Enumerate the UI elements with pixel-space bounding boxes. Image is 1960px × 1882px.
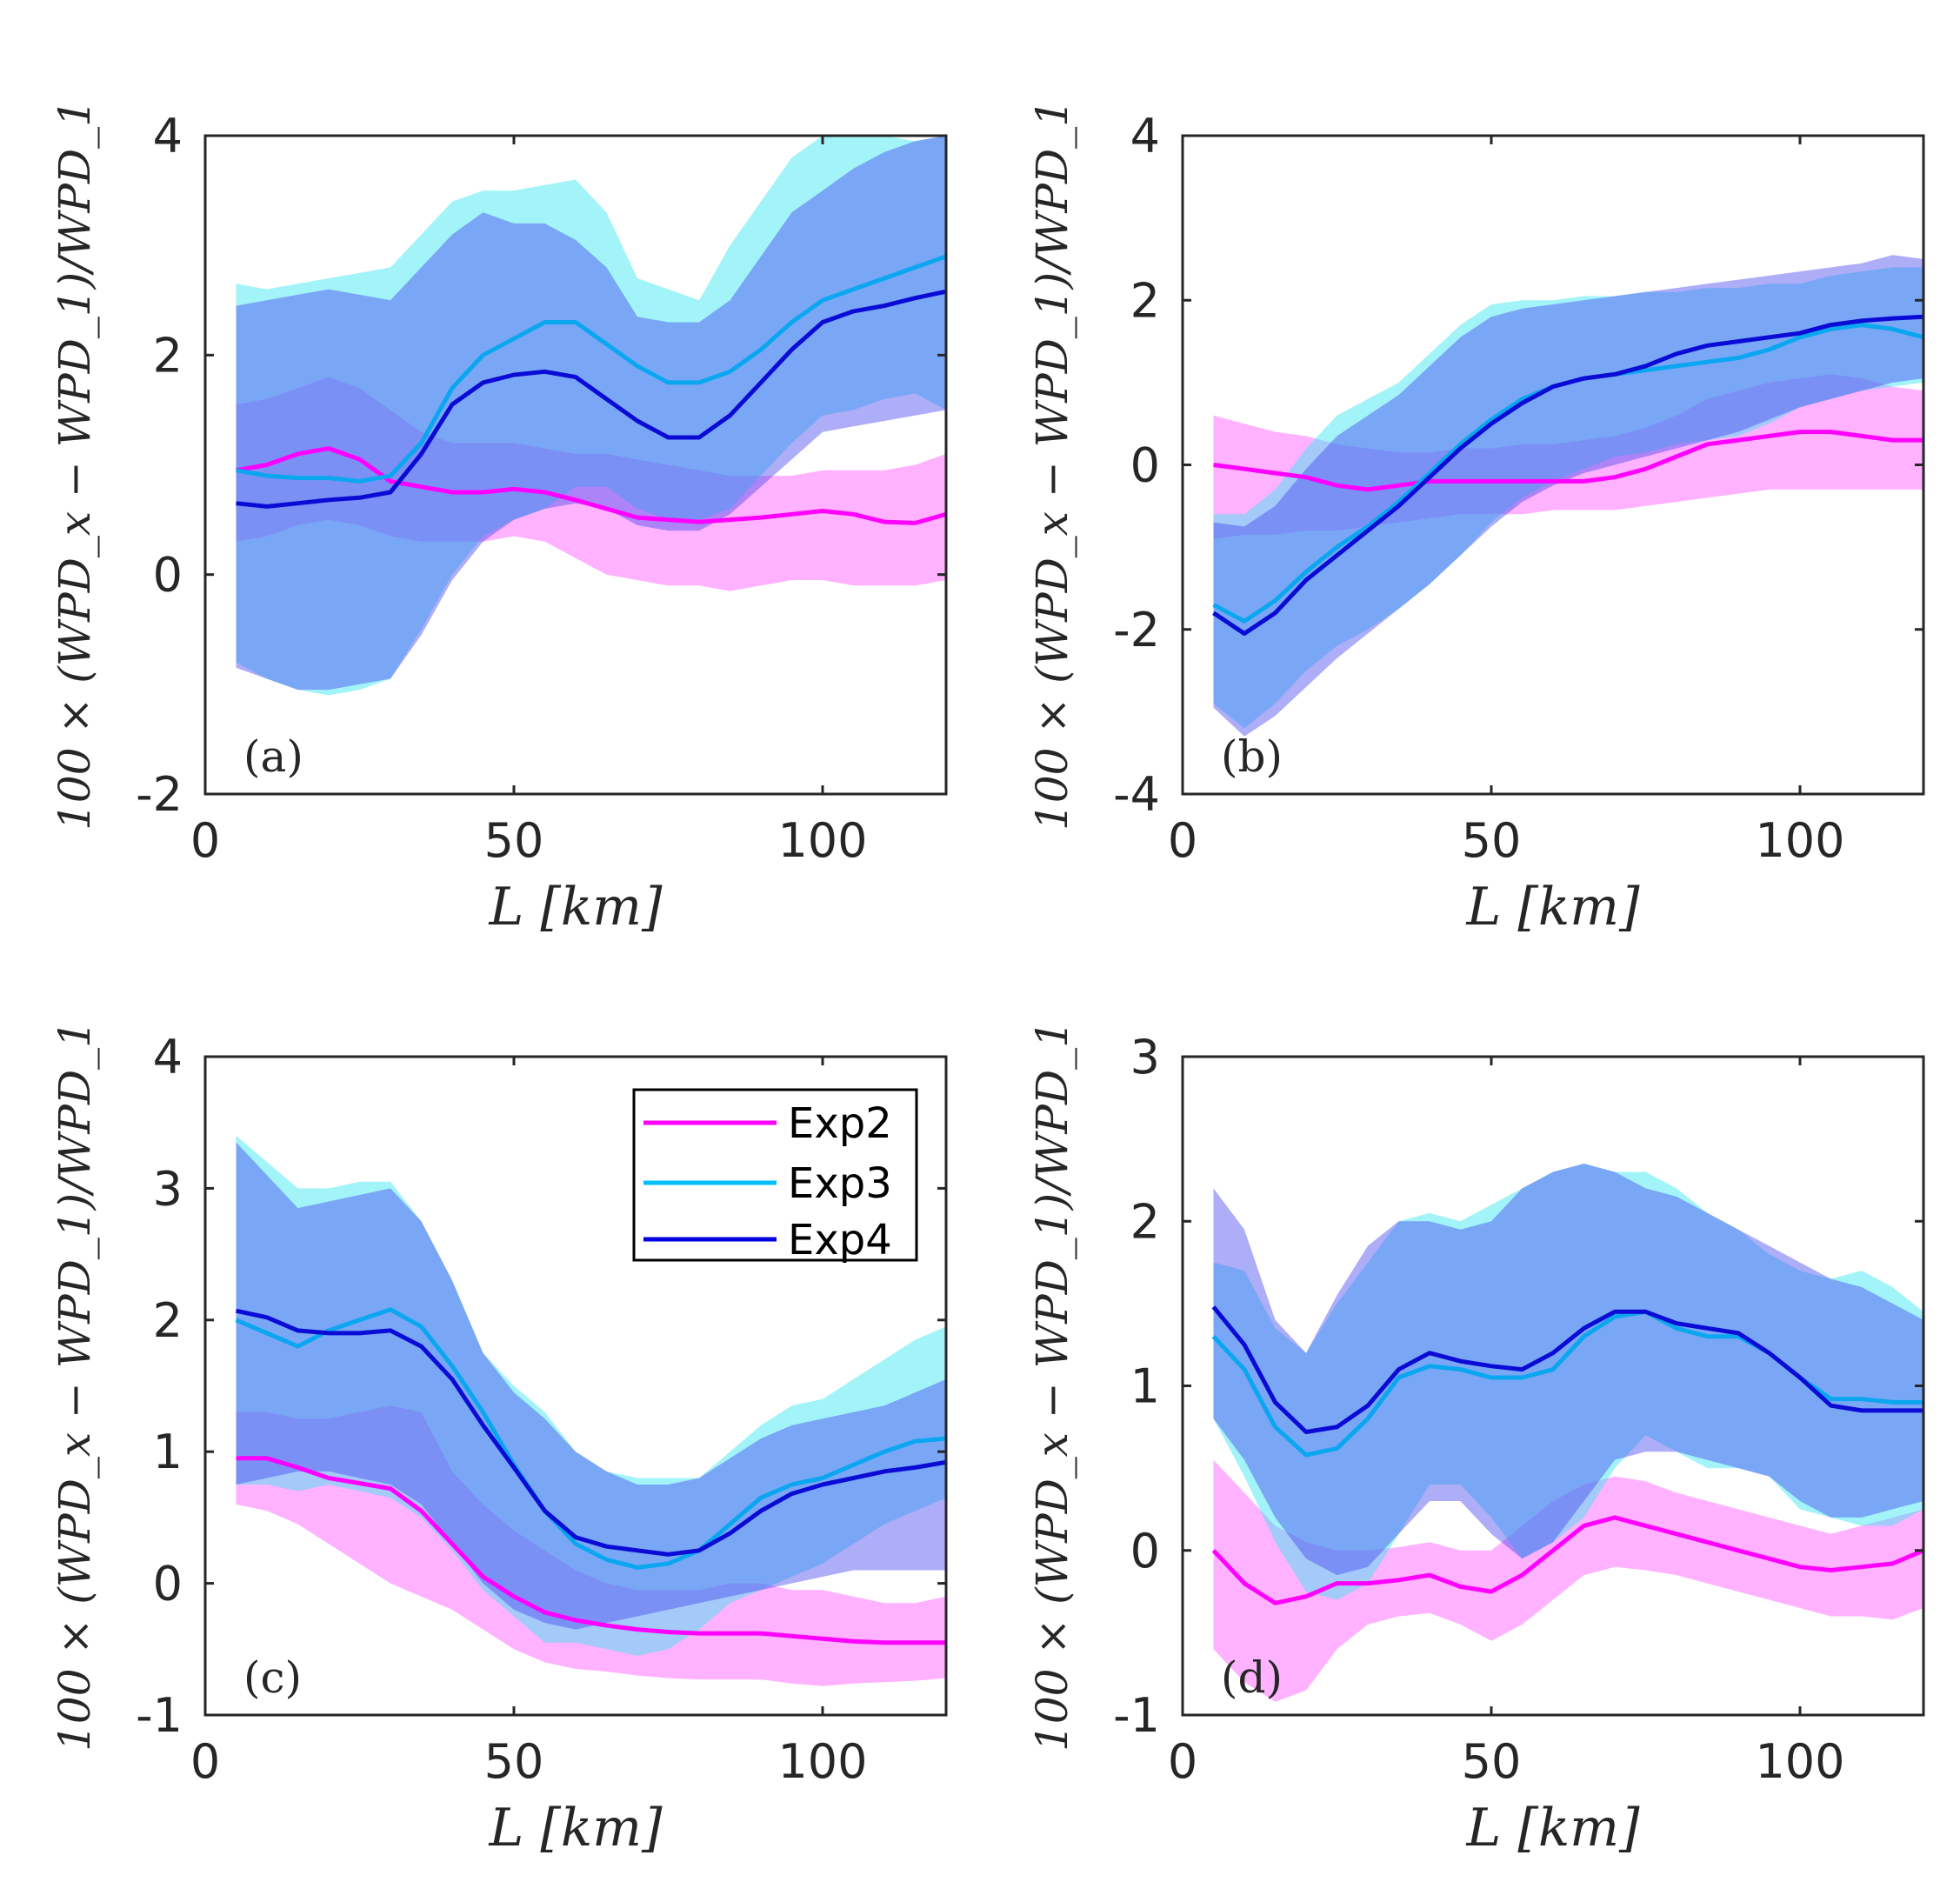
y-tick-label: 1 (1130, 1359, 1160, 1414)
x-tick-label: 100 (1755, 813, 1844, 868)
x-tick-label: 100 (777, 1734, 867, 1789)
plot-area (236, 136, 946, 696)
x-tick-label: 100 (1755, 1734, 1844, 1789)
panel-label: (c) (243, 1652, 302, 1703)
y-tick-label: 3 (153, 1161, 183, 1216)
axes-frame (203, 134, 948, 796)
y-tick-label: 4 (153, 1030, 183, 1084)
line-exp2 (236, 446, 946, 525)
y-tick-label: 4 (153, 109, 183, 164)
y-tick-label: 1 (153, 1425, 183, 1479)
y-tick-label: -2 (1113, 603, 1160, 657)
y-tick-label: 2 (1130, 1194, 1160, 1249)
y-tick-label: 0 (153, 1557, 183, 1612)
y-axis-label: 100 × (WPD_x − WPD_1)/WPD_1 (1027, 1020, 1077, 1752)
x-tick-label: 50 (1462, 1734, 1522, 1789)
band-exp3 (1213, 267, 1923, 729)
y-tick-label: 2 (1130, 273, 1160, 328)
y-axis-label: 100 × (WPD_x − WPD_1)/WPD_1 (50, 99, 100, 831)
legend-label-exp3: Exp3 (788, 1159, 892, 1208)
y-axis-label: 100 × (WPD_x − WPD_1)/WPD_1 (50, 1020, 100, 1752)
panel-b: 0 50 100 -4 -2 0 2 4 L [km] 100 × (WPD_x − WPD_1)… (1027, 99, 1925, 938)
y-tick-label: -4 (1113, 767, 1160, 822)
legend-label-exp4: Exp4 (788, 1216, 892, 1265)
x-tick-label: 50 (484, 1734, 544, 1789)
line-exp4 (1212, 314, 1923, 636)
line-exp4 (236, 289, 946, 509)
x-tick-label: 50 (1462, 813, 1522, 868)
axes-frame (203, 1055, 948, 1717)
y-tick-label: -2 (136, 767, 183, 822)
line-exp2 (236, 1456, 946, 1645)
band-exp2 (236, 377, 946, 591)
y-axis-label: 100 × (WPD_x − WPD_1)/WPD_1 (1027, 99, 1077, 831)
panel-label: (a) (243, 731, 303, 782)
x-tick-label: 0 (190, 1734, 220, 1789)
line-exp4 (235, 1308, 946, 1557)
x-tick-label: 50 (484, 813, 544, 868)
y-tick-label: 0 (153, 548, 183, 603)
band-exp3 (1213, 1164, 1923, 1600)
band-exp2 (236, 1405, 946, 1686)
x-tick-label: 0 (1168, 1734, 1197, 1789)
line-exp3 (235, 1307, 946, 1570)
y-tick-label: 0 (1130, 438, 1160, 493)
band-exp4 (1213, 1164, 1923, 1576)
band-exp4 (236, 136, 946, 691)
band-exp3 (236, 136, 946, 696)
x-axis-label: L [km] (1466, 1798, 1641, 1859)
line-exp4 (1211, 1305, 1923, 1434)
y-tick-label: 3 (1130, 1030, 1160, 1084)
line-exp3 (236, 254, 946, 484)
x-tick-label: 100 (777, 813, 867, 868)
x-axis-label: L [km] (1466, 877, 1641, 938)
plot-area (1212, 255, 1923, 737)
y-tick-label: 0 (1130, 1524, 1160, 1578)
line-exp2 (1213, 430, 1923, 492)
band-exp2 (1213, 374, 1923, 539)
y-tick-label: 2 (153, 1293, 183, 1348)
line-exp2 (1211, 1515, 1923, 1605)
panel-label: (b) (1221, 731, 1283, 782)
plot-area (1211, 1164, 1923, 1702)
plot-area (235, 1135, 946, 1686)
legend: Exp2 Exp3 Exp4 (632, 1088, 918, 1265)
y-tick-label: 2 (153, 328, 183, 383)
x-tick-label: 0 (1168, 813, 1197, 868)
y-tick-label: 4 (1130, 109, 1160, 164)
y-tick-label: -1 (1113, 1688, 1160, 1743)
x-axis-label: L [km] (489, 877, 663, 938)
band-exp3 (236, 1135, 946, 1656)
y-tick-label: -1 (136, 1688, 183, 1743)
band-exp4 (1213, 255, 1923, 737)
legend-label-exp2: Exp2 (788, 1099, 892, 1148)
x-axis-label: L [km] (489, 1798, 663, 1859)
band-exp2 (1213, 1459, 1923, 1702)
panel-label: (d) (1221, 1652, 1283, 1703)
legend-box (632, 1088, 918, 1262)
x-tick-label: 0 (190, 813, 220, 868)
